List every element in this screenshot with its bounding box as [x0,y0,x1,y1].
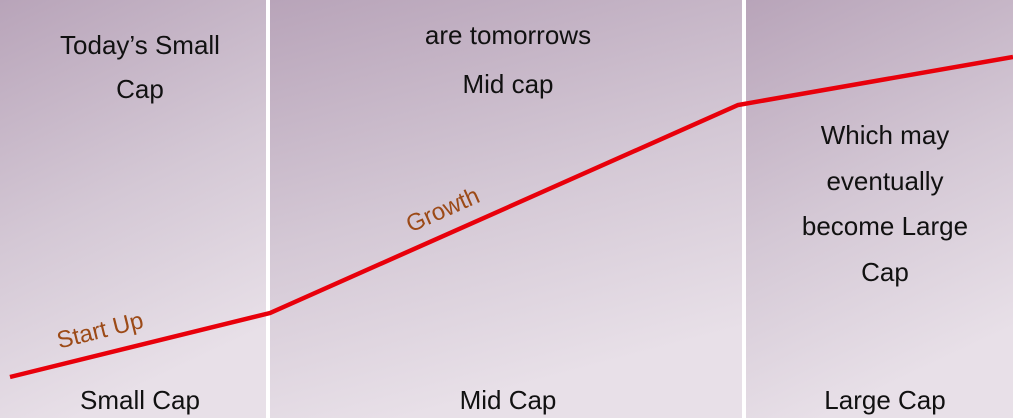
panel-label: Small Cap [80,385,200,415]
growth-line [9,54,1013,380]
panel-text: Today’s Small [60,30,220,60]
panel [0,0,266,418]
panel [746,0,1013,418]
panel-label: Large Cap [824,385,945,415]
panel-text: Cap [116,74,164,104]
panel-text: eventually [826,166,943,196]
panel-text: become Large [802,211,968,241]
panel-text: Mid cap [462,69,553,99]
panel-label: Mid Cap [460,385,557,415]
panel-text: Which may [821,120,950,150]
panel-text: are tomorrows [425,20,591,50]
panel-text: Cap [861,257,909,287]
